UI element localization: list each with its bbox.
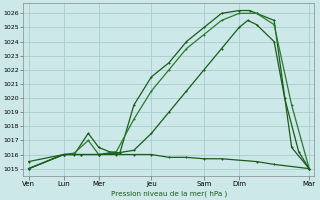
X-axis label: Pression niveau de la mer( hPa ): Pression niveau de la mer( hPa ) <box>111 190 227 197</box>
